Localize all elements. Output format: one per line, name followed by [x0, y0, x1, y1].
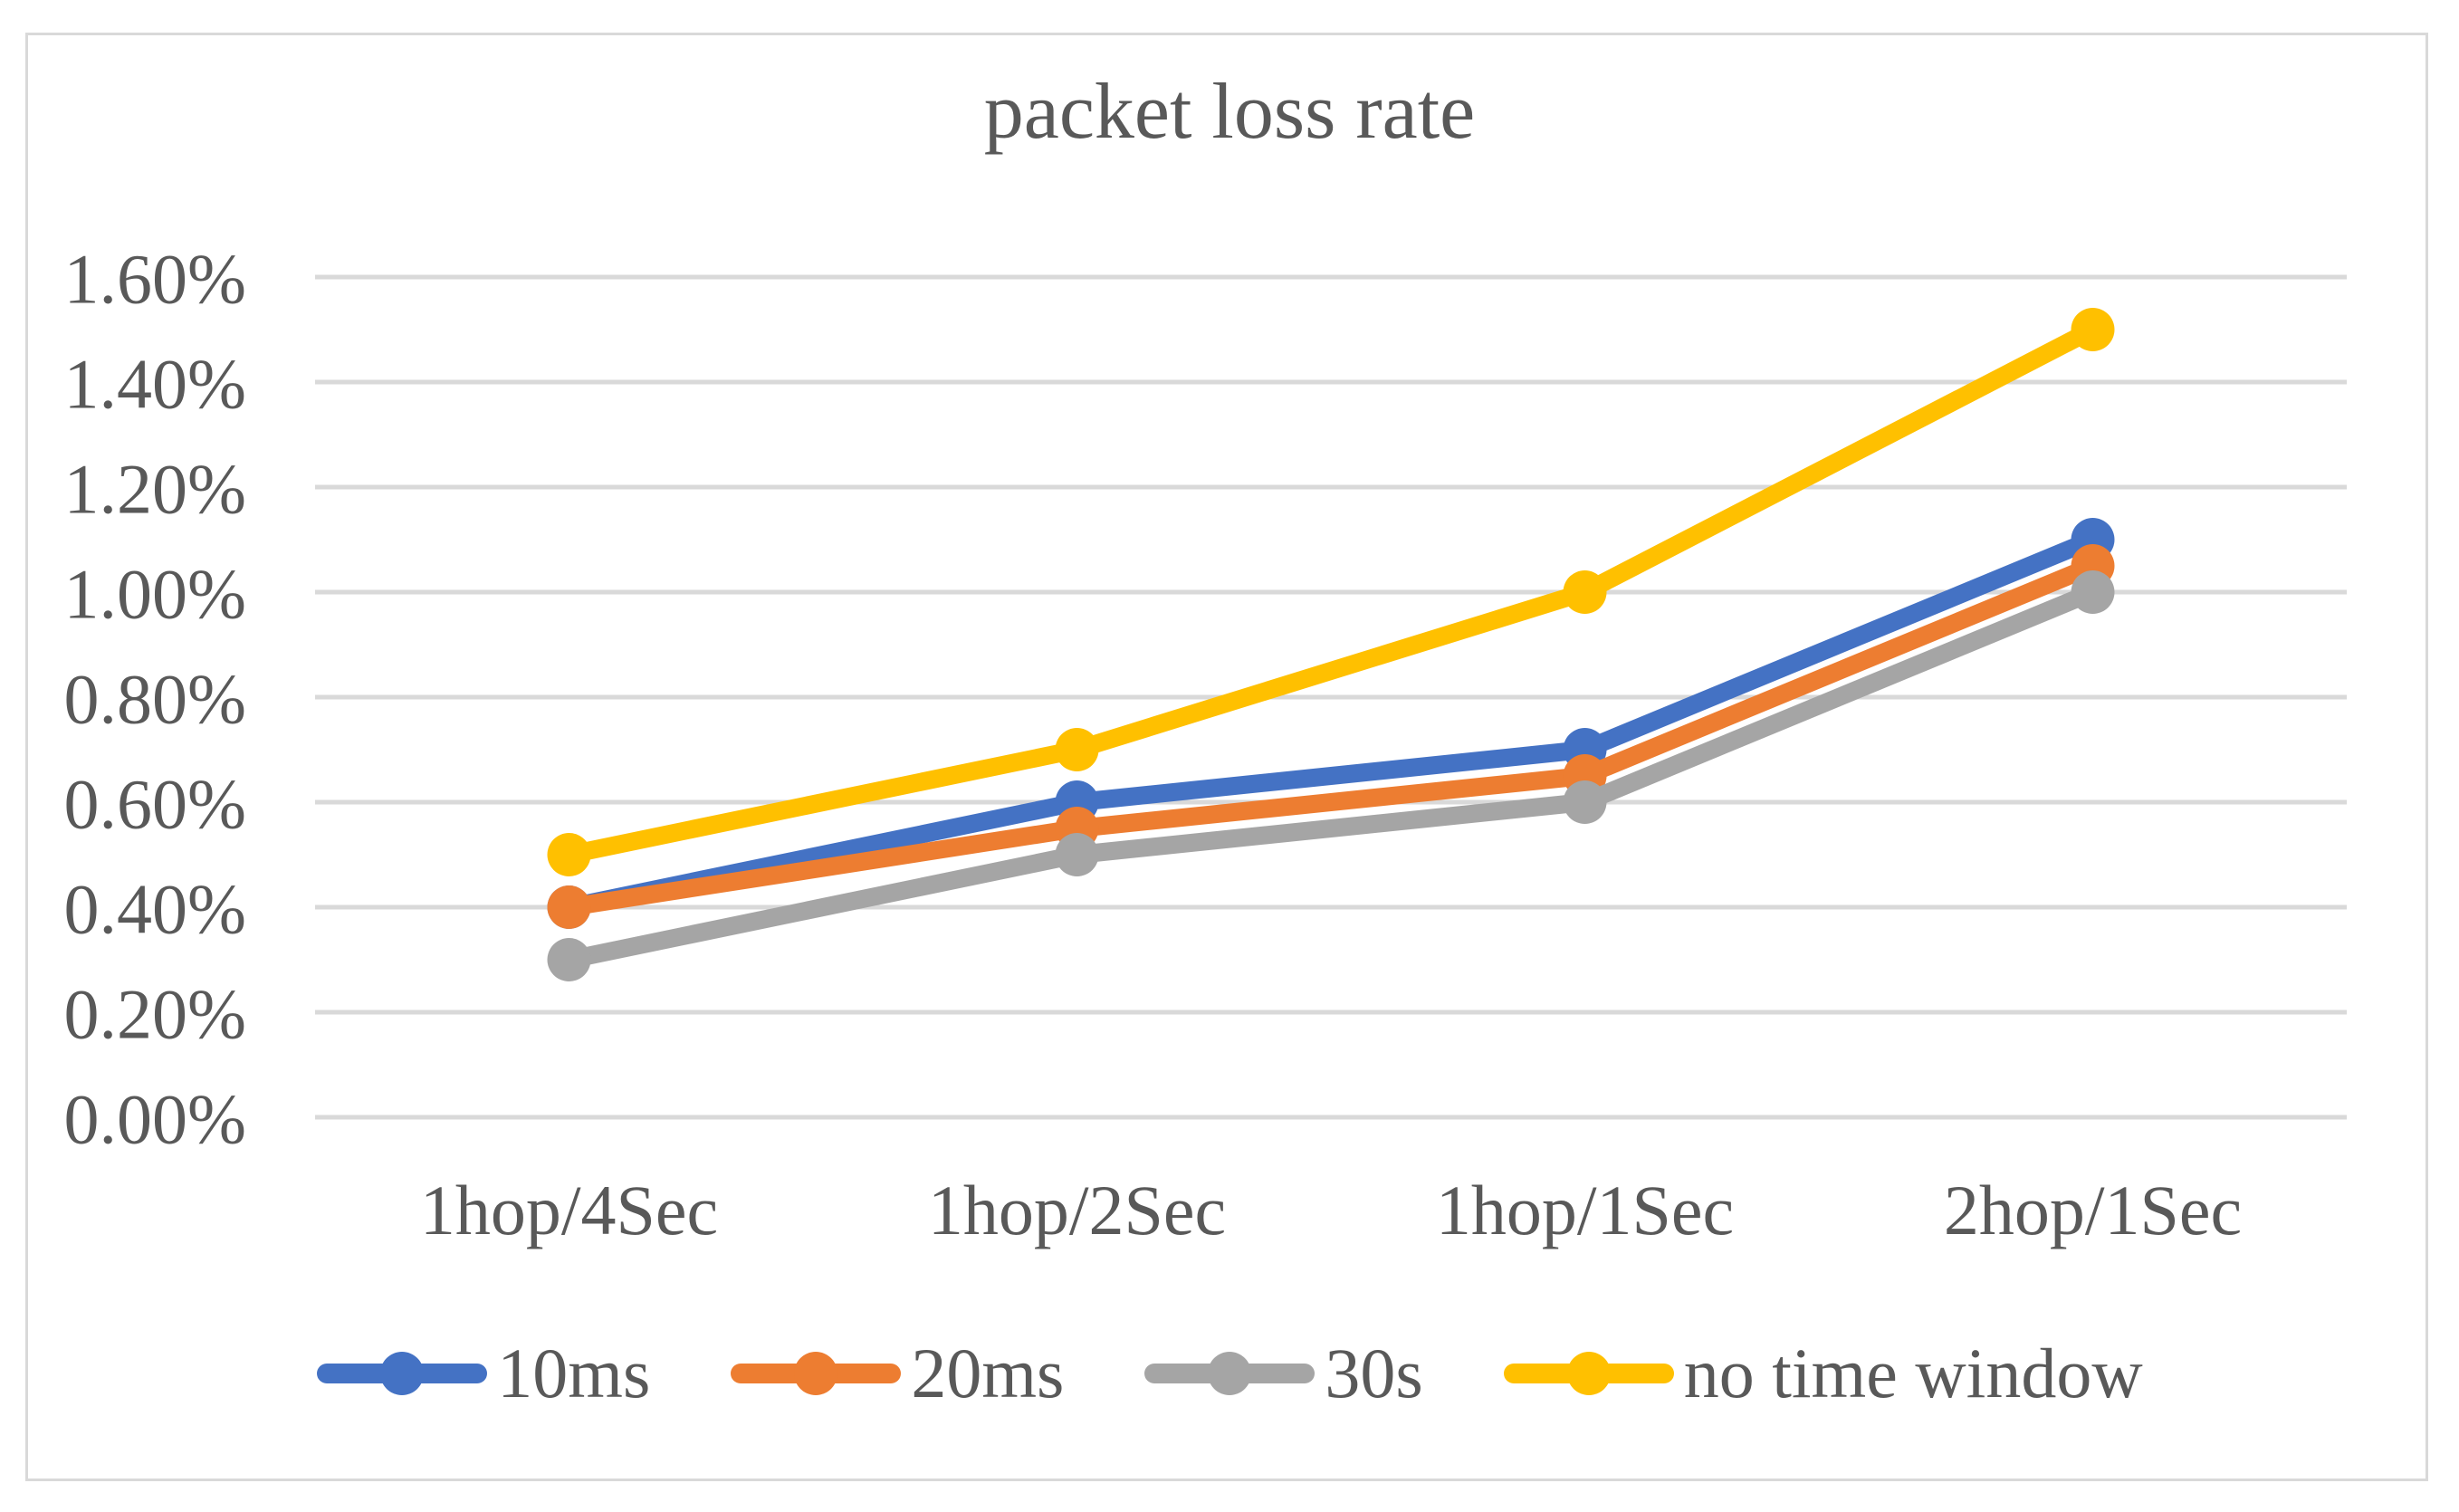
series-line-30s [560, 583, 2102, 969]
data-point-marker-no-time-window [1563, 570, 1607, 614]
chart-title: packet loss rate [983, 68, 1476, 156]
data-point-marker-no-time-window [2071, 308, 2115, 351]
x-axis-category-label: 1hop/1Sec [1436, 1171, 1734, 1249]
legend-marker-icon [317, 1352, 488, 1395]
legend-item-label: 20ms [911, 1334, 1065, 1412]
legend-marker-icon [731, 1352, 902, 1395]
y-axis-tick-label: 0.20% [64, 975, 246, 1054]
legend-item-label: 30s [1325, 1334, 1423, 1412]
data-point-marker-30s [2071, 570, 2115, 614]
legend: 10ms 20ms 30s no time window [0, 1324, 2459, 1423]
x-axis-category-label: 2hop/1Sec [1944, 1171, 2242, 1249]
data-point-marker-no-time-window [547, 833, 591, 876]
legend-item-no-time-window: no time window [1503, 1333, 2143, 1414]
series-line-20ms [560, 557, 2102, 916]
data-point-marker-no-time-window [1055, 728, 1099, 771]
data-point-marker-30s [1055, 833, 1099, 876]
legend-item-label: 10ms [497, 1334, 651, 1412]
x-axis-category-label: 1hop/2Sec [928, 1171, 1226, 1249]
series-line-no-time-window [560, 321, 2102, 864]
legend-marker-icon [1144, 1352, 1316, 1395]
legend-item-20ms: 20ms [730, 1333, 1064, 1414]
y-axis-tick-label: 0.00% [64, 1080, 246, 1159]
y-axis-tick-label: 1.40% [64, 345, 246, 424]
data-point-marker-30s [1563, 780, 1607, 824]
chart-border-frame [25, 33, 2428, 1481]
y-axis-tick-label: 1.60% [64, 240, 246, 319]
data-point-marker-30s [547, 938, 591, 981]
y-axis-tick-label: 0.80% [64, 660, 246, 739]
legend-item-10ms: 10ms [316, 1333, 650, 1414]
y-axis-tick-label: 1.00% [64, 555, 246, 634]
legend-item-label: no time window [1683, 1334, 2143, 1412]
legend-item-30s: 30s [1143, 1333, 1423, 1414]
y-axis-tick-label: 1.20% [64, 450, 246, 529]
legend-marker-icon [1503, 1352, 1674, 1395]
y-axis-tick-label: 0.60% [64, 765, 246, 844]
x-axis-category-label: 1hop/4Sec [420, 1171, 718, 1249]
series-line-10ms [560, 531, 2102, 916]
y-axis-tick-label: 0.40% [64, 870, 246, 949]
data-point-marker-20ms [547, 885, 591, 929]
